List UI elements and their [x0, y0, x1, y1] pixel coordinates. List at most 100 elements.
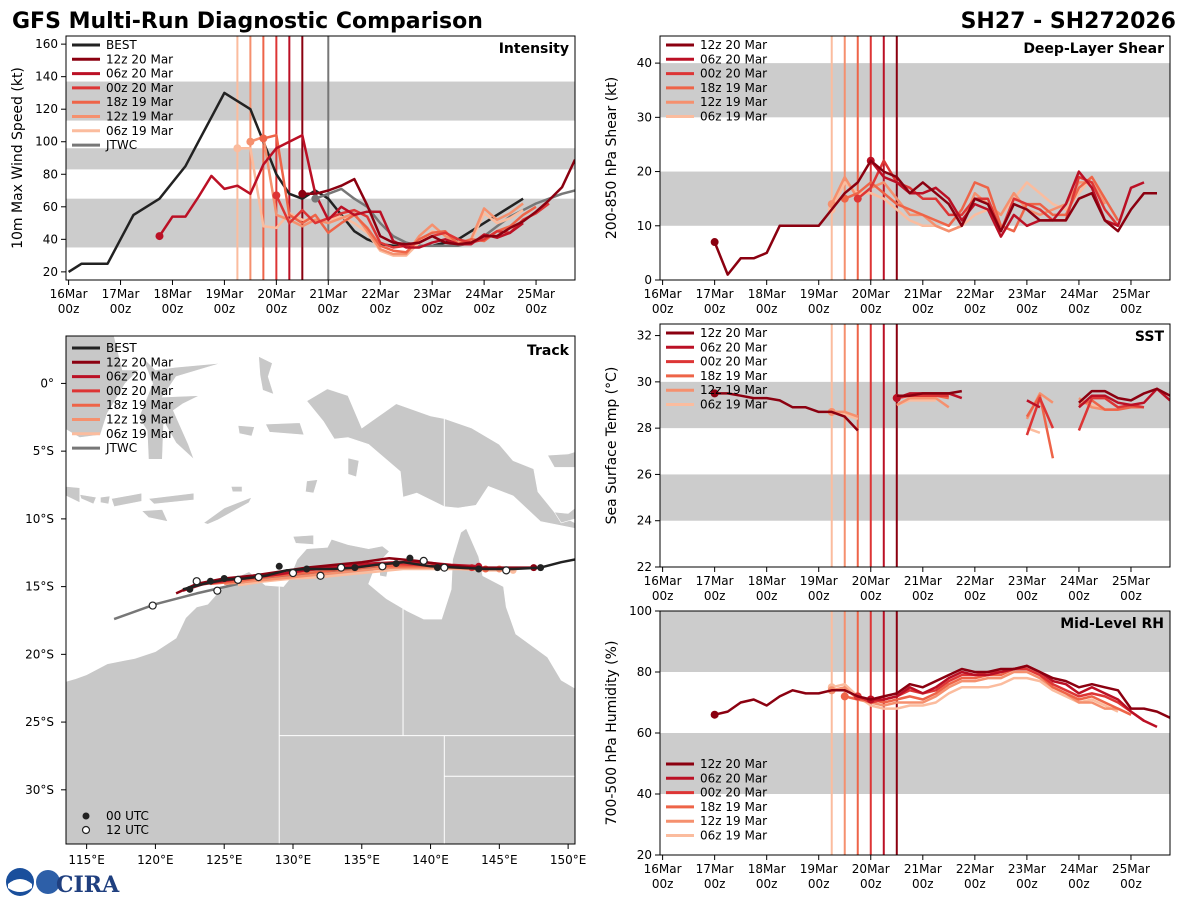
intensity-ytick-label: 120: [35, 102, 58, 116]
sst-frame: [659, 323, 1171, 568]
rh-title: Mid-Level RH: [1060, 616, 1164, 632]
run-series-5: [831, 399, 1106, 434]
shear-xtick-sublabel: 00z: [1016, 302, 1038, 316]
noaa-wave-icon: [8, 879, 32, 892]
shear-xtick-label: 20Mar: [852, 287, 890, 301]
run-init-marker-0: [710, 238, 719, 247]
lon-tick-label: 135°E: [344, 853, 381, 867]
legend-run-2-label: 00z 20 Mar: [106, 81, 173, 95]
lat-tick-label: 15°S: [25, 580, 54, 594]
dot-12utc: [337, 563, 346, 572]
lat-tick-label: 20°S: [25, 647, 54, 661]
intensity-ytick-label: 80: [43, 167, 58, 181]
rh-ytick-label: 100: [629, 604, 652, 618]
legend-jtwc-label: JTWC: [105, 138, 137, 152]
run-series-0: [713, 159, 1157, 276]
new-guinea-landmass: [306, 388, 575, 529]
shear-xtick-label: 16Mar: [644, 287, 682, 301]
timor-landmass: [202, 496, 253, 525]
sst-xtick-label: 17Mar: [696, 574, 734, 588]
rh-xtick-sublabel: 00z: [964, 877, 986, 891]
bali-landmass: [79, 494, 97, 505]
intensity-xtick-label: 21Mar: [309, 287, 347, 301]
shear-xtick-sublabel: 00z: [756, 302, 778, 316]
sulawesi-landmass: [138, 356, 222, 460]
intensity-xtick-sublabel: 00z: [266, 302, 288, 316]
shear-xtick-sublabel: 00z: [704, 302, 726, 316]
shear-ytick-label: 30: [637, 110, 652, 124]
sumba-landmass: [141, 509, 169, 523]
legend-run-3-label: 18z 19 Mar: [700, 81, 767, 95]
run-series-5: [831, 676, 1119, 713]
rh-xtick-label: 19Mar: [800, 862, 838, 876]
dot-00utc: [351, 564, 359, 572]
dot-00utc: [303, 565, 311, 573]
sst-ytick-label: 26: [637, 467, 652, 481]
dot-00utc: [186, 585, 194, 593]
sst-xtick-sublabel: 00z: [704, 589, 726, 603]
shear-xtick-label: 21Mar: [904, 287, 942, 301]
intensity-xtick-label: 24Mar: [465, 287, 503, 301]
shear-xtick-sublabel: 00z: [808, 302, 830, 316]
intensity-xtick-sublabel: 00z: [473, 302, 495, 316]
track-panel: 115°E 120°E 125°E 130°E 135°E 140°E 145°E 150°E…: [25, 335, 586, 867]
shear-xtick-label: 19Mar: [800, 287, 838, 301]
sst-xtick-label: 20Mar: [852, 574, 890, 588]
dot-00utc: [433, 564, 441, 572]
intensity-ytick-label: 60: [43, 200, 58, 214]
rh-xtick-sublabel: 00z: [808, 877, 830, 891]
rh-band-1: [660, 611, 1170, 672]
lat-tick-label: 25°S: [25, 715, 54, 729]
track-legend-run-0-label: 12z 20 Mar: [106, 355, 173, 369]
run-init-marker-1: [155, 232, 164, 241]
intensity-xtick-sublabel: 00z: [318, 302, 340, 316]
track-legend-jtwc-label: JTWC: [105, 441, 137, 455]
dot-12utc: [419, 556, 428, 565]
track-title: Track: [527, 343, 570, 359]
rh-xtick-label: 21Mar: [904, 862, 942, 876]
seram-landmass: [265, 422, 305, 436]
rh-xtick-label: 22Mar: [956, 862, 994, 876]
new-britain-landmass: [547, 451, 575, 468]
legend-run-4-label: 12z 19 Mar: [700, 383, 767, 397]
shear-title: Deep-Layer Shear: [1023, 41, 1164, 57]
lat-tick-label: 10°S: [25, 512, 54, 526]
sst-xtick-sublabel: 00z: [964, 589, 986, 603]
legend-run-5-label: 06z 19 Mar: [700, 398, 767, 412]
cira-logo-text: CIRA: [56, 872, 120, 898]
sst-xtick-sublabel: 00z: [756, 589, 778, 603]
intensity-ylabel: 10m Max Wind Speed (kt): [10, 67, 26, 249]
rh-xtick-sublabel: 00z: [1068, 877, 1090, 891]
sst-xtick-label: 18Mar: [748, 574, 786, 588]
run-init-marker-2: [853, 194, 862, 203]
dot-12utc-label: 12 UTC: [106, 823, 149, 837]
islands-landmass: [553, 507, 575, 524]
cira-logo: CIRA: [6, 868, 120, 898]
rh-xtick-label: 24Mar: [1060, 862, 1098, 876]
track-frame: [65, 335, 576, 845]
intensity-xtick-sublabel: 00z: [58, 302, 80, 316]
intensity-xtick-label: 16Mar: [50, 287, 88, 301]
dot-00utc: [406, 554, 414, 562]
rh-band-0: [660, 733, 1170, 794]
intensity-xtick-sublabel: 00z: [369, 302, 391, 316]
intensity-xtick-label: 20Mar: [257, 287, 295, 301]
sst-plot-area: [660, 324, 1170, 567]
sst-xtick-label: 25Mar: [1112, 574, 1150, 588]
run-init-marker-0: [710, 389, 719, 398]
rh-ytick-label: 20: [637, 848, 652, 862]
legend-run-5-label: 06z 19 Mar: [106, 124, 173, 138]
intensity-ytick-label: 20: [43, 265, 58, 279]
buru-landmass: [237, 425, 255, 437]
sst-band-1: [660, 381, 1170, 429]
sst-ytick-label: 24: [637, 514, 652, 528]
run-init-marker-3: [840, 692, 849, 701]
legend-run-2-label: 00z 20 Mar: [700, 786, 767, 800]
shear-xtick-label: 18Mar: [748, 287, 786, 301]
sst-ytick-label: 22: [637, 560, 652, 574]
run-init-marker-5: [233, 144, 242, 153]
shear-frame: [659, 35, 1171, 281]
intensity-xtick-sublabel: 00z: [162, 302, 184, 316]
